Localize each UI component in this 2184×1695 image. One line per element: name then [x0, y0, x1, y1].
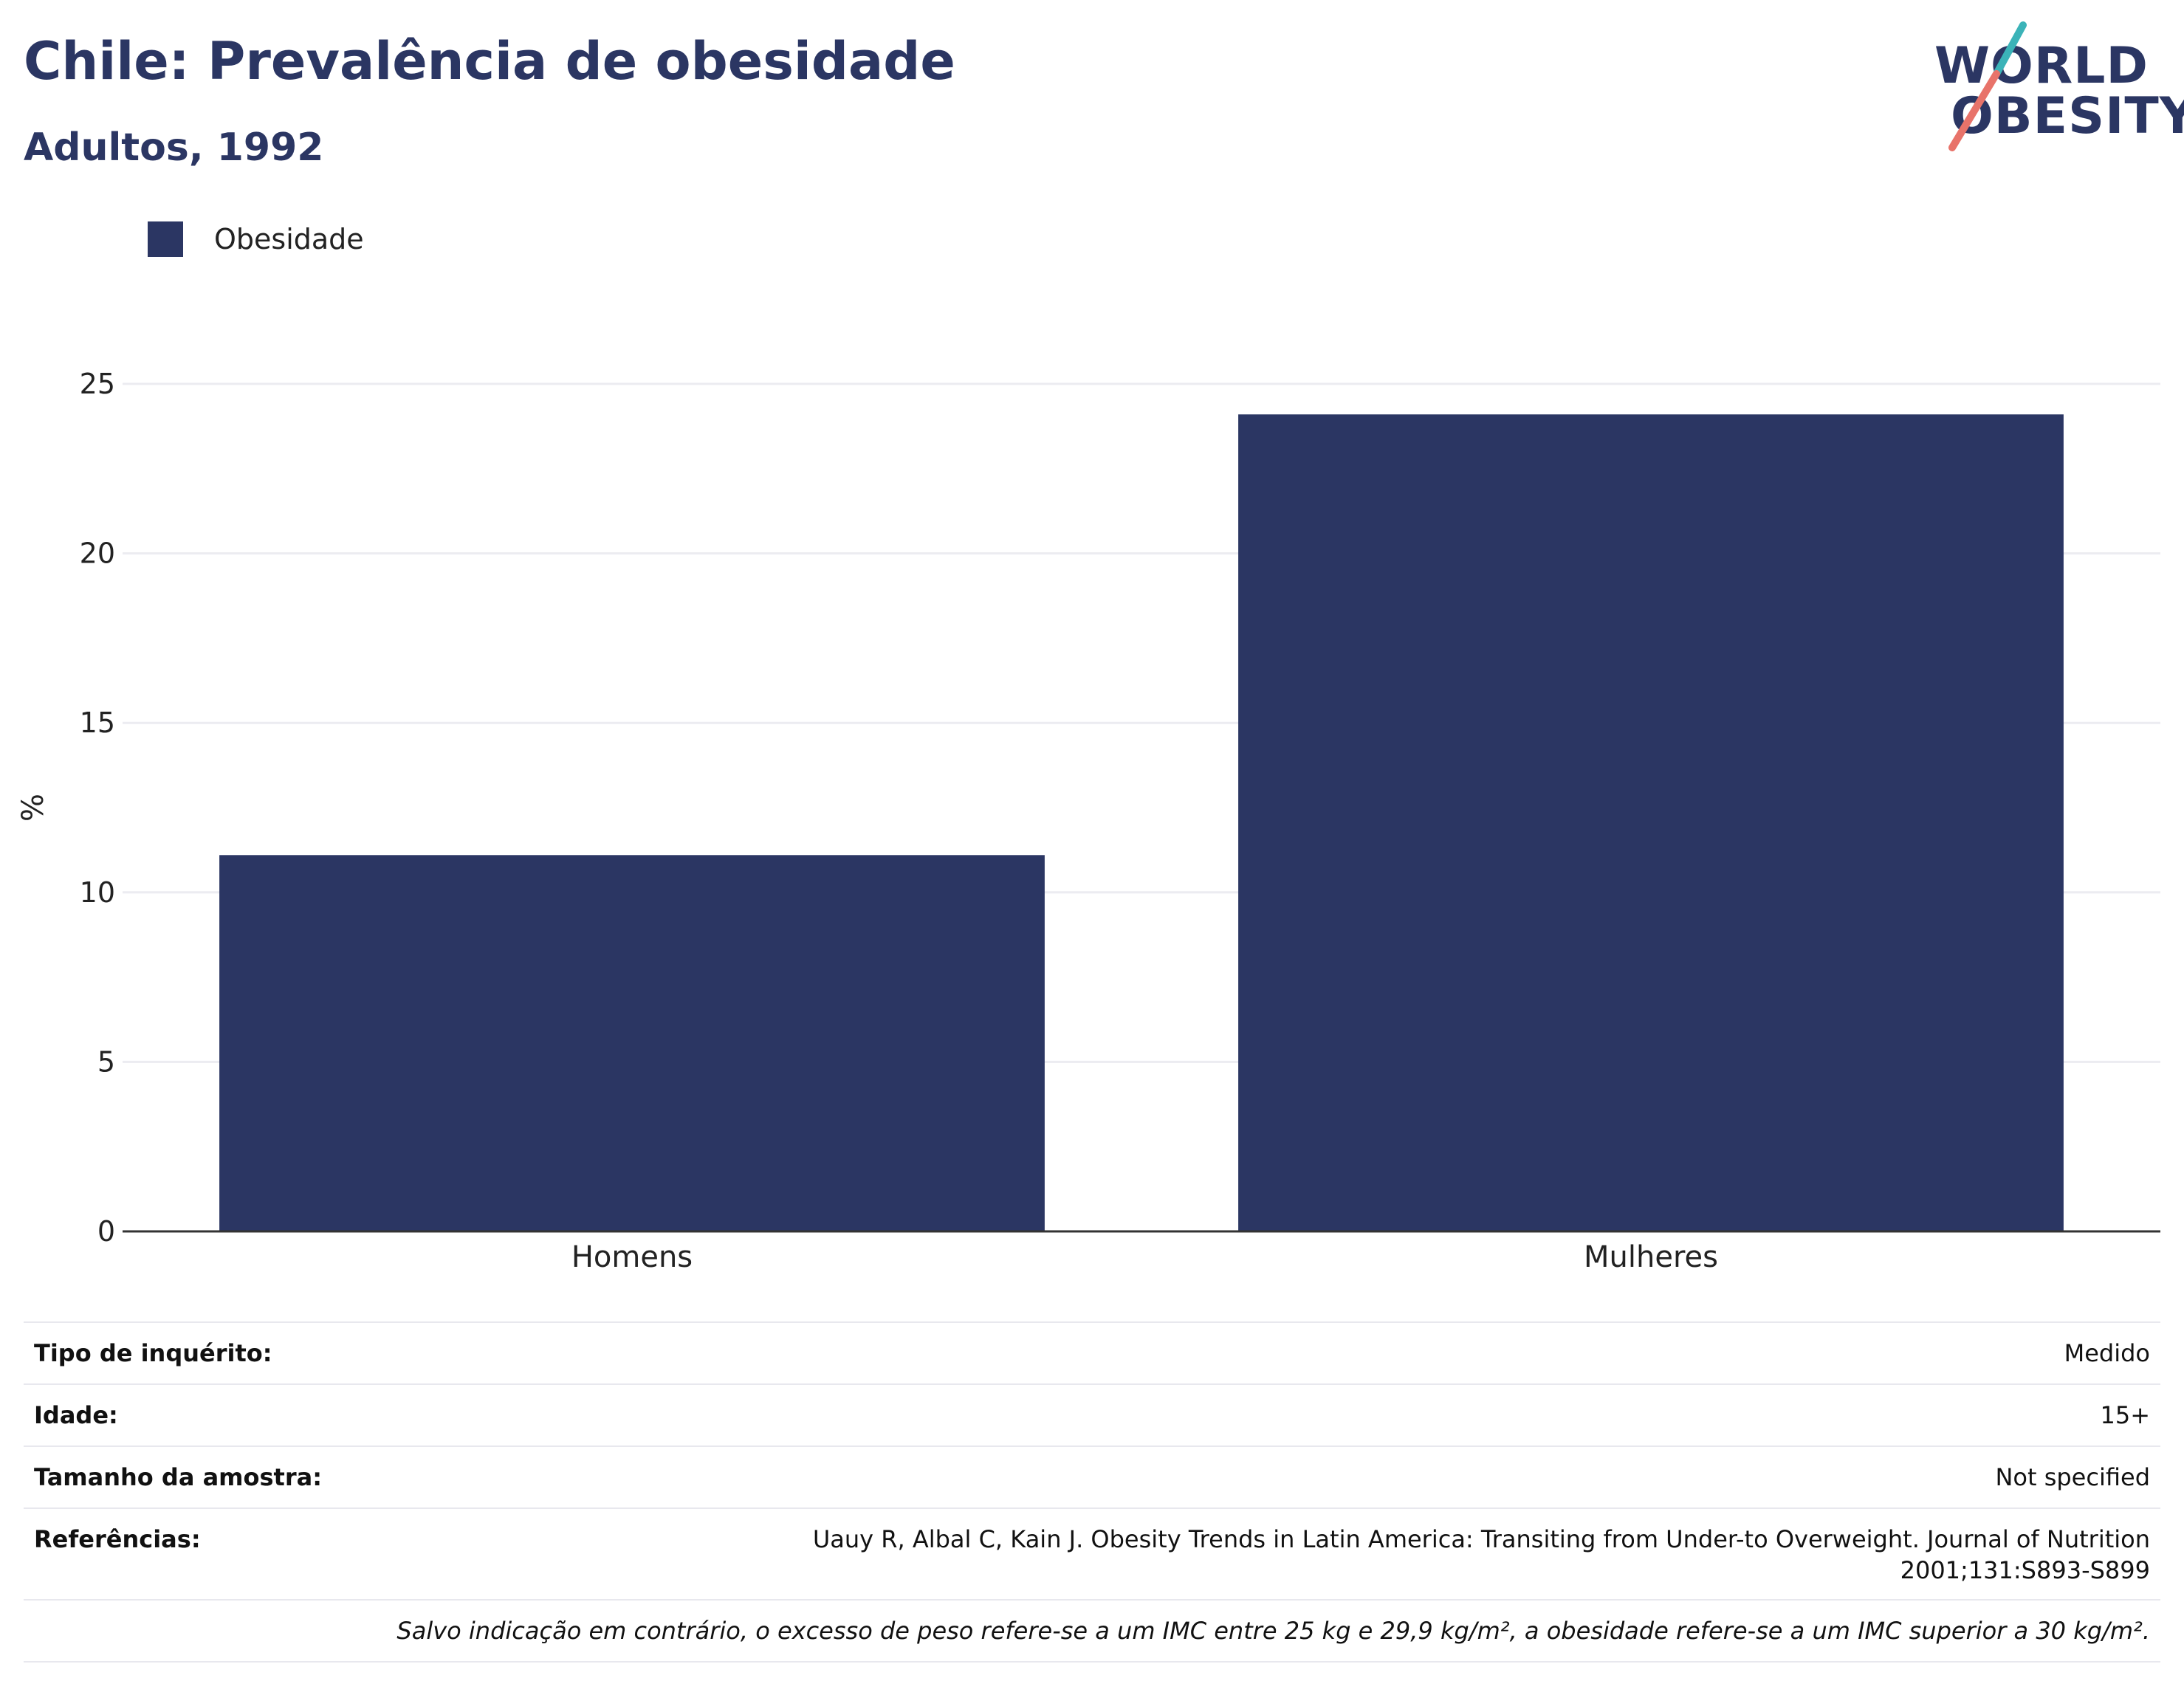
logo-line-2: OBESITY: [1951, 87, 2184, 145]
chart-title: Chile: Prevalência de obesidade: [24, 31, 955, 92]
legend-swatch: [148, 221, 183, 257]
references-label: Referências:: [24, 1507, 369, 1600]
info-row-sample-size: Tamanho da amostra: Not specified: [24, 1445, 2160, 1508]
bar-mulheres: [1238, 414, 2064, 1231]
info-row-footnote: Salvo indicação em contrário, o excesso …: [24, 1599, 2160, 1663]
logo-line-1: WORLD: [1934, 37, 2149, 95]
bar-chart: 0 5 10 15 20 25 Homens Mulheres%: [16, 368, 2160, 1274]
info-row-age: Idade: 15+: [24, 1383, 2160, 1446]
age-label: Idade:: [24, 1383, 369, 1446]
info-table: Tipo de inquérito: Medido Idade: 15+ Tam…: [24, 1321, 2160, 1663]
y-tick-label: 0: [97, 1215, 115, 1248]
x-tick-label: Homens: [571, 1240, 693, 1274]
survey-type-value: Medido: [369, 1321, 2160, 1384]
legend: Obesidade: [148, 221, 364, 257]
y-tick-label: 15: [80, 706, 115, 739]
chart-subtitle: Adultos, 1992: [24, 126, 324, 170]
y-tick-label: 25: [80, 368, 115, 400]
x-tick-label: Mulheres: [1584, 1240, 1718, 1274]
legend-label: Obesidade: [214, 223, 364, 255]
bar-homens: [219, 855, 1045, 1231]
age-value: 15+: [369, 1383, 2160, 1446]
logo-slash-icon: [1948, 21, 2027, 151]
y-tick-label: 5: [97, 1045, 115, 1078]
survey-type-label: Tipo de inquérito:: [24, 1321, 369, 1384]
footnote: Salvo indicação em contrário, o excesso …: [24, 1599, 2160, 1663]
sample-size-value: Not specified: [369, 1445, 2160, 1508]
sample-size-label: Tamanho da amostra:: [24, 1445, 369, 1508]
references-value: Uauy R, Albal C, Kain J. Obesity Trends …: [369, 1507, 2160, 1600]
y-tick-label: 10: [80, 876, 115, 909]
y-axis-label: %: [16, 794, 50, 822]
info-row-survey-type: Tipo de inquérito: Medido: [24, 1321, 2160, 1384]
y-tick-label: 20: [80, 537, 115, 570]
world-obesity-logo: WORLD OBESITY: [1920, 21, 2184, 161]
info-row-references: Referências: Uauy R, Albal C, Kain J. Ob…: [24, 1507, 2160, 1600]
